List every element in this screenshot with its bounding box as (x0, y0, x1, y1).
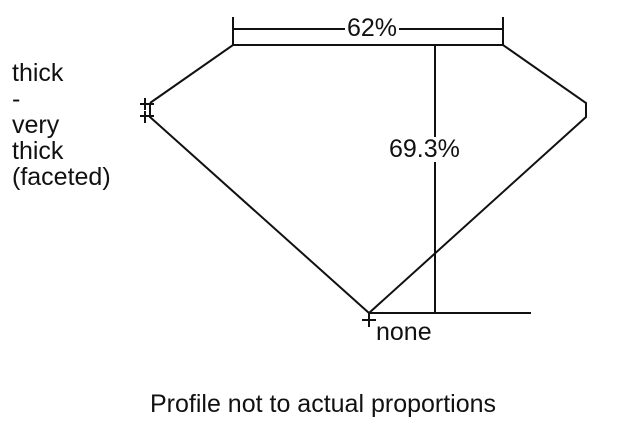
girdle-line: thick (12, 137, 64, 165)
proportions-note: Profile not to actual proportions (150, 390, 497, 418)
culet-label: none (376, 318, 432, 346)
profile-outline (149, 44, 587, 315)
depth-percentage-label: 69.3% (389, 135, 460, 163)
girdle-thickness-label: thick - very thick (faceted) (12, 60, 111, 190)
girdle-line: very (12, 111, 60, 139)
girdle-line: thick (12, 59, 64, 87)
table-percentage-label: 62% (345, 14, 400, 42)
girdle-line: (faceted) (12, 163, 111, 191)
girdle-line: - (12, 85, 21, 113)
